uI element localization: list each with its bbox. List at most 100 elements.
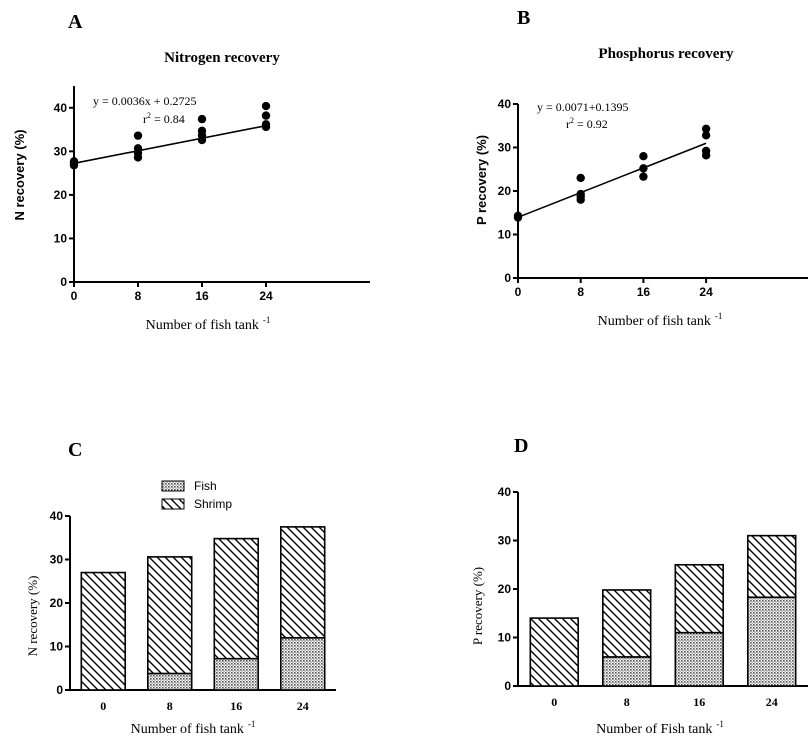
y-tick-label: 40 (498, 485, 512, 499)
bar-segment-shrimp (213, 537, 259, 660)
bar-segment-fish (602, 656, 652, 687)
data-point (197, 126, 207, 136)
legend: Fish Shrimp (161, 479, 232, 511)
data-point (576, 189, 585, 199)
panel-b: B Phosphorus recovery 0 10 20 30 40 0 8 16 24 y … (474, 7, 808, 329)
fit-line (517, 142, 707, 219)
bar-segment-shrimp (747, 534, 797, 599)
category-label: 8 (167, 699, 173, 713)
y-tick-label: 20 (498, 582, 512, 596)
data-point (197, 114, 207, 124)
data-point (69, 157, 79, 166)
y-tick-label: 40 (498, 97, 512, 111)
data-point (513, 211, 523, 220)
data-point (701, 146, 711, 156)
r-squared: r2 = 0.84 (143, 111, 185, 126)
axes-d: 0 10 20 30 40 0 8 16 24 (498, 485, 808, 709)
x-axis-label: Number of Fish tank -1 (596, 719, 724, 737)
y-tick-label: 40 (54, 101, 68, 115)
y-tick-label: 30 (50, 553, 64, 567)
data-point (261, 101, 271, 111)
r-squared: r2 = 0.92 (566, 116, 608, 131)
category-label: 0 (551, 695, 557, 709)
legend-label-shrimp: Shrimp (194, 497, 232, 511)
y-tick-label: 0 (60, 275, 67, 289)
x-axis-label: Number of fish tank -1 (598, 311, 723, 329)
y-tick-label: 20 (50, 596, 64, 610)
category-label: 24 (297, 699, 309, 713)
bar-segment-fish (280, 636, 326, 691)
y-tick-label: 10 (498, 228, 512, 242)
x-axis-label: Number of fish tank -1 (146, 315, 271, 333)
chart-title: Nitrogen recovery (164, 50, 280, 66)
y-axis-label: N recovery (%) (12, 129, 27, 220)
data-point (639, 152, 648, 161)
panel-letter-a: A (68, 11, 83, 33)
y-tick-label: 0 (56, 683, 63, 697)
y-tick-label: 20 (498, 184, 512, 198)
category-label: 0 (100, 699, 106, 713)
bar-segment-shrimp (602, 589, 652, 658)
y-axis-label: P recovery (%) (474, 135, 489, 225)
bar-segment-fish (213, 657, 259, 691)
legend-label-fish: Fish (194, 479, 217, 493)
y-tick-label: 10 (50, 640, 64, 654)
panel-letter-d: D (514, 435, 528, 457)
legend-swatch-fish (161, 480, 185, 492)
data-point (639, 164, 648, 173)
bar-segment-shrimp (280, 526, 326, 639)
bar-segment-shrimp (674, 563, 724, 634)
fit-equation: y = 0.0071+0.1395 (537, 100, 629, 114)
x-tick-label: 16 (637, 285, 651, 299)
x-axis-label: Number of fish tank -1 (131, 719, 256, 737)
x-tick-label: 16 (195, 289, 209, 303)
bar-segment-fish (147, 672, 193, 691)
legend-swatch-shrimp (161, 498, 185, 510)
x-tick-label: 8 (577, 285, 584, 299)
category-label: 8 (624, 695, 630, 709)
y-tick-label: 0 (504, 271, 511, 285)
data-point (701, 131, 711, 140)
chart-title: Phosphorus recovery (598, 46, 734, 62)
panel-letter-c: C (68, 439, 82, 461)
data-point (261, 120, 271, 129)
panel-a: A Nitrogen recovery 0 10 20 30 40 0 8 16 24 y = … (12, 11, 370, 333)
data-point (133, 144, 143, 153)
category-label: 16 (230, 699, 242, 713)
data-point (261, 111, 271, 120)
axes-a: 0 10 20 30 40 0 8 16 24 (54, 86, 370, 303)
axes-c: 0 10 20 30 40 0 8 16 24 (50, 509, 336, 713)
x-tick-label: 8 (135, 289, 142, 303)
category-label: 24 (766, 695, 778, 709)
data-point (576, 173, 585, 183)
bar-segment-shrimp (147, 556, 193, 675)
y-tick-label: 40 (50, 509, 64, 523)
bar-segment-shrimp (529, 617, 579, 687)
y-tick-label: 30 (498, 141, 512, 155)
y-tick-label: 10 (54, 231, 68, 245)
panel-d: D 0 10 20 30 40 0 8 16 24 P recovery (%) Number … (470, 435, 808, 737)
bar-segment-fish (674, 631, 724, 687)
bar-segment-fish (747, 596, 797, 687)
x-tick-label: 0 (515, 285, 522, 299)
y-tick-label: 30 (498, 534, 512, 548)
y-axis-label: N recovery (%) (25, 576, 40, 657)
y-axis-label: P recovery (%) (470, 567, 485, 645)
fit-line (73, 124, 267, 165)
bar-segment-shrimp (80, 571, 126, 691)
data-point (133, 131, 143, 140)
y-tick-label: 20 (54, 188, 68, 202)
panel-c: C Fish Shrimp 0 10 20 30 40 0 8 16 24 N recovery… (25, 439, 336, 737)
x-tick-label: 24 (259, 289, 273, 303)
data-point (701, 124, 711, 133)
y-tick-label: 10 (498, 631, 512, 645)
fit-equation: y = 0.0036x + 0.2725 (93, 94, 197, 108)
category-label: 16 (693, 695, 705, 709)
data-point (639, 172, 648, 181)
x-tick-label: 0 (71, 289, 78, 303)
panel-letter-b: B (517, 7, 530, 29)
y-tick-label: 0 (504, 679, 511, 693)
x-tick-label: 24 (699, 285, 713, 299)
axes-b: 0 10 20 30 40 0 8 16 24 (498, 97, 808, 299)
